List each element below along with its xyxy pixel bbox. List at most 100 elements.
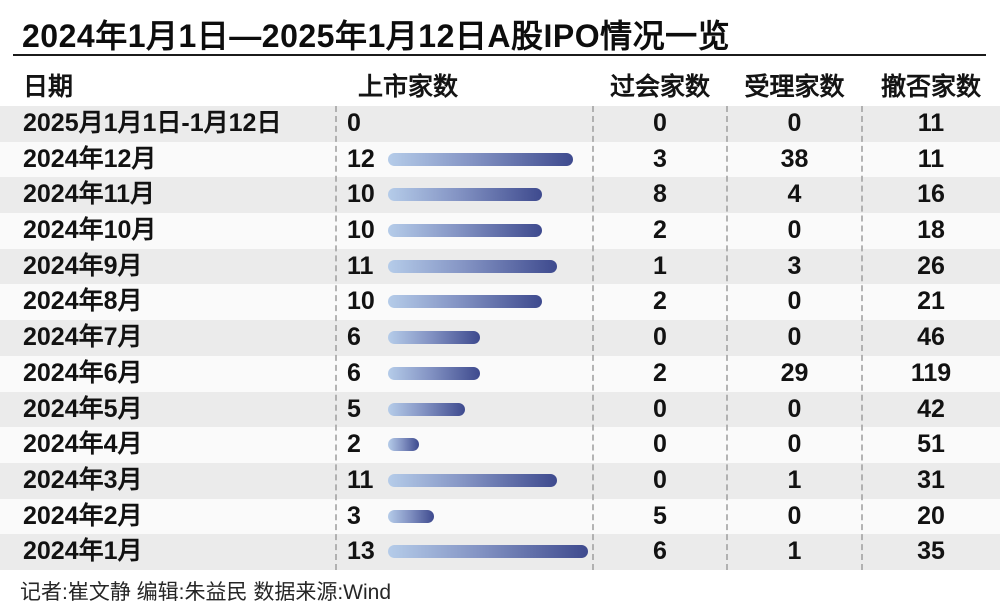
table-header: 日期 上市家数 过会家数 受理家数 撤否家数	[0, 68, 1000, 106]
accepted-count: 1	[787, 537, 802, 566]
row-date: 2024年1月	[23, 537, 143, 566]
title-underline	[13, 54, 986, 56]
accepted-count: 4	[787, 180, 802, 209]
listed-count: 2	[347, 430, 361, 459]
table-row: 2024年8月 10 2 0 21	[0, 284, 1000, 321]
row-date: 2024年6月	[23, 358, 143, 387]
withdrawn-count: 46	[917, 323, 945, 352]
approved-count: 2	[653, 216, 667, 245]
accepted-count: 0	[787, 323, 802, 352]
withdrawn-count: 42	[917, 394, 945, 423]
listed-bar	[388, 295, 542, 309]
listed-count: 0	[347, 109, 361, 137]
withdrawn-count: 18	[917, 216, 945, 245]
row-listed-cell: 11	[336, 463, 593, 499]
row-listed-cell: 13	[336, 534, 593, 570]
accepted-count: 38	[780, 144, 809, 173]
row-date: 2024年9月	[23, 251, 143, 280]
table-row: 2024年7月 6 0 0 46	[0, 320, 1000, 356]
row-listed-cell: 2	[336, 427, 593, 463]
accepted-count: 1	[787, 465, 802, 494]
row-date: 2024年8月	[23, 287, 143, 316]
withdrawn-count: 31	[917, 465, 945, 494]
table-row: 2024年11月 10 8 4 16	[0, 177, 1000, 214]
row-date: 2024年5月	[23, 394, 143, 423]
approved-count: 0	[653, 430, 667, 459]
withdrawn-count: 16	[917, 180, 945, 209]
listed-count: 3	[347, 501, 361, 530]
listed-count: 13	[347, 537, 375, 566]
listed-count: 10	[347, 216, 375, 245]
column-separator	[726, 106, 728, 570]
listed-bar	[388, 402, 465, 416]
table-row: 2024年9月 11 1 3 26	[0, 248, 1000, 285]
column-separator	[335, 106, 337, 570]
accepted-count: 0	[787, 394, 802, 423]
table-row: 2024年3月 11 0 1 31	[0, 462, 1000, 499]
column-separator	[592, 106, 594, 570]
table-row: 2024年4月 2 0 0 51	[0, 427, 1000, 463]
approved-count: 2	[653, 287, 667, 316]
withdrawn-count: 21	[917, 287, 945, 316]
row-listed-cell: 6	[336, 320, 593, 356]
row-date: 2024年11月	[23, 180, 156, 209]
row-date: 2024年3月	[23, 465, 143, 494]
table-row: 2024年12月 12 3 38 11	[0, 141, 1000, 178]
approved-count: 5	[653, 501, 667, 530]
accepted-count: 0	[787, 109, 802, 137]
listed-bar	[388, 224, 542, 238]
approved-count: 0	[653, 109, 667, 137]
approved-count: 6	[653, 537, 667, 566]
row-listed-cell: 10	[336, 284, 593, 320]
listed-count: 6	[347, 323, 361, 352]
withdrawn-count: 119	[910, 358, 952, 387]
listed-bar	[388, 438, 419, 452]
row-date: 2025月1月1日-1月12日	[23, 109, 282, 137]
column-header-withdrawn: 撤否家数	[880, 73, 981, 101]
listed-bar	[388, 188, 542, 202]
row-listed-cell: 6	[336, 356, 593, 392]
table-row: 2025月1月1日-1月12日 0 0 0 11	[0, 106, 1000, 142]
table-row: 2024年5月 5 0 0 42	[0, 391, 1000, 428]
listed-bar	[388, 545, 588, 559]
footer-credits: 记者:崔文静 编辑:朱益民 数据来源:Wind	[20, 581, 392, 604]
column-header-accepted: 受理家数	[744, 73, 845, 101]
column-header-approved: 过会家数	[609, 73, 710, 101]
row-date: 2024年4月	[23, 430, 143, 459]
column-separator	[861, 106, 863, 570]
column-header-date: 日期	[23, 73, 74, 101]
approved-count: 8	[653, 180, 667, 209]
table-row: 2024年10月 10 2 0 18	[0, 213, 1000, 249]
withdrawn-count: 20	[917, 501, 945, 530]
listed-bar	[388, 509, 434, 523]
withdrawn-count: 51	[917, 430, 945, 459]
row-listed-cell: 5	[336, 392, 593, 428]
page-title: 2024年1月1日—2025年1月12日A股IPO情况一览	[22, 18, 731, 54]
accepted-count: 0	[787, 430, 802, 459]
withdrawn-count: 26	[917, 251, 945, 280]
row-listed-cell: 12	[336, 142, 593, 178]
accepted-count: 29	[780, 358, 809, 387]
listed-count: 11	[347, 251, 374, 280]
accepted-count: 0	[787, 216, 802, 245]
row-date: 2024年10月	[23, 216, 157, 245]
listed-bar	[388, 366, 480, 380]
withdrawn-count: 11	[917, 144, 945, 173]
listed-bar	[388, 473, 557, 487]
table-body: 2025月1月1日-1月12日 0 0 0 11 2024年12月 12 3 38 11 2024年…	[0, 106, 1000, 570]
approved-count: 0	[653, 465, 667, 494]
listed-bar	[388, 152, 573, 166]
row-listed-cell: 10	[336, 177, 593, 213]
listed-count: 11	[347, 465, 374, 494]
row-listed-cell: 10	[336, 213, 593, 249]
listed-bar	[388, 331, 480, 345]
row-date: 2024年7月	[23, 323, 143, 352]
approved-count: 2	[653, 358, 667, 387]
accepted-count: 0	[787, 501, 802, 530]
table-row: 2024年1月 13 6 1 35	[0, 534, 1000, 570]
row-date: 2024年2月	[23, 501, 143, 530]
table-row: 2024年6月 6 2 29 119	[0, 355, 1000, 392]
withdrawn-count: 11	[917, 109, 945, 137]
table-row: 2024年2月 3 5 0 20	[0, 498, 1000, 535]
